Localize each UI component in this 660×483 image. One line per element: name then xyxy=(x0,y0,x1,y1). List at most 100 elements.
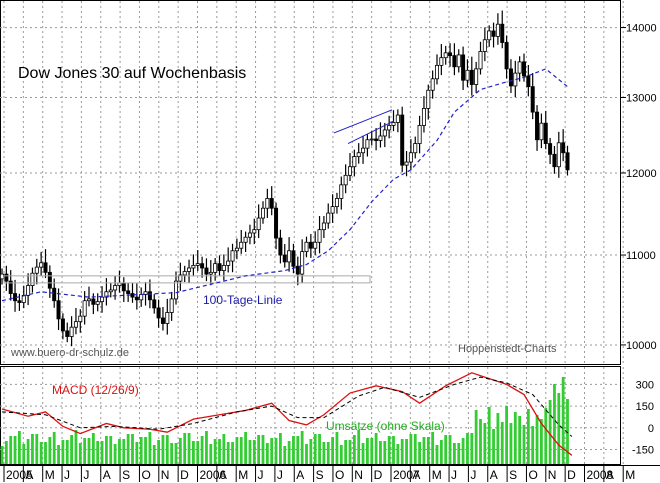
volume-bar xyxy=(170,443,174,464)
volume-bar xyxy=(548,400,552,464)
candle-body xyxy=(361,147,366,154)
chart-title: Dow Jones 30 auf Wochenbasis xyxy=(18,65,246,82)
volume-bar xyxy=(370,438,374,464)
volume-bar xyxy=(413,434,417,464)
candle-body xyxy=(543,122,548,144)
volume-bar xyxy=(65,440,69,464)
volume-bar xyxy=(392,436,395,464)
candle-body xyxy=(556,142,561,168)
candle-body xyxy=(256,217,261,231)
candle-body xyxy=(252,229,257,234)
candle-body xyxy=(413,143,418,154)
volume-bar xyxy=(448,435,452,464)
indicator-y-tick-label: 0 xyxy=(648,423,654,435)
volume-bar xyxy=(26,439,30,464)
candle-body xyxy=(100,296,105,303)
candle-body xyxy=(260,207,265,219)
candle-body xyxy=(187,267,192,272)
volume-bar xyxy=(374,433,378,464)
candle-body xyxy=(487,30,492,41)
candle-body xyxy=(213,263,218,273)
volume-bar xyxy=(522,425,526,464)
volume-bar xyxy=(509,423,513,464)
x-tick-label: 2007 xyxy=(393,468,420,482)
volume-bar xyxy=(339,445,343,464)
volume-bar xyxy=(300,431,304,464)
x-tick-label: A xyxy=(219,468,227,482)
candle-body xyxy=(17,300,22,303)
candle-body xyxy=(169,298,174,313)
volume-bar xyxy=(518,416,522,464)
wedge-upper-line xyxy=(333,109,393,134)
volume-bar xyxy=(139,437,143,464)
volume-bar xyxy=(83,438,87,464)
x-tick-label: M xyxy=(45,468,55,482)
candle-body xyxy=(452,55,457,68)
volume-bar xyxy=(400,439,404,464)
volume-bar xyxy=(470,433,474,464)
candle-body xyxy=(317,229,322,243)
volume-bar xyxy=(479,419,482,464)
volume-bar xyxy=(496,413,500,464)
candle-body xyxy=(152,299,157,309)
volume-bar xyxy=(387,436,391,464)
volume-bar xyxy=(279,433,282,464)
candle-body xyxy=(517,61,522,74)
candle-body xyxy=(474,68,479,85)
volume-bar xyxy=(274,438,278,464)
candle-body xyxy=(217,263,222,272)
volume-bar xyxy=(113,444,117,464)
candle-body xyxy=(78,315,83,323)
candle-body xyxy=(374,138,379,141)
candle-body xyxy=(226,260,231,266)
macd-legend-label: MACD (12/26/9) xyxy=(52,383,139,397)
x-tick-label: O xyxy=(141,468,150,482)
x-tick-label: O xyxy=(335,468,344,482)
volume-bar xyxy=(566,399,569,464)
volume-bar xyxy=(100,441,104,464)
candle-body xyxy=(365,139,370,149)
volume-bar xyxy=(483,423,487,464)
support-zone xyxy=(3,275,371,284)
candle-body xyxy=(269,198,274,209)
candle-body xyxy=(469,69,474,85)
volume-bar xyxy=(535,415,539,464)
ma100-line xyxy=(1,68,568,302)
volume-bar xyxy=(461,438,465,464)
x-tick-label: D xyxy=(180,468,189,482)
x-tick-label: N xyxy=(354,468,363,482)
volume-bar xyxy=(252,440,256,464)
candle-body xyxy=(104,291,109,298)
volume-bar xyxy=(513,412,517,464)
x-tick-label: J xyxy=(451,468,457,482)
candle-body xyxy=(60,318,65,332)
candle-body xyxy=(239,241,244,249)
indicator-y-tick-label: -150 xyxy=(632,445,654,457)
candle-body xyxy=(247,232,252,238)
x-tick-label: J xyxy=(277,468,283,482)
candle-body xyxy=(265,198,270,209)
candle-body xyxy=(330,206,335,214)
candle-body xyxy=(47,271,52,289)
volume-bar xyxy=(457,443,461,464)
candle-body xyxy=(522,61,527,77)
volume-bar xyxy=(444,435,448,464)
ma-line-label: 100-Tage-Linie xyxy=(203,293,283,307)
candle-body xyxy=(287,250,292,263)
volume-bar xyxy=(270,438,274,464)
candle-body xyxy=(482,39,487,52)
volume-bar xyxy=(74,430,78,464)
price-y-tick-label: 14000 xyxy=(626,23,657,35)
volume-bar xyxy=(396,444,400,464)
candle-body xyxy=(30,272,35,286)
volume-bar xyxy=(531,426,535,464)
volume-bar xyxy=(222,434,226,464)
candle-body xyxy=(82,300,87,317)
x-tick-label: A xyxy=(103,468,111,482)
volume-bar xyxy=(335,432,339,464)
volume-bar xyxy=(196,441,200,464)
candle-body xyxy=(73,321,78,328)
volume-bar xyxy=(209,444,213,464)
volume-bar xyxy=(239,437,243,464)
volume-bar xyxy=(348,440,352,464)
